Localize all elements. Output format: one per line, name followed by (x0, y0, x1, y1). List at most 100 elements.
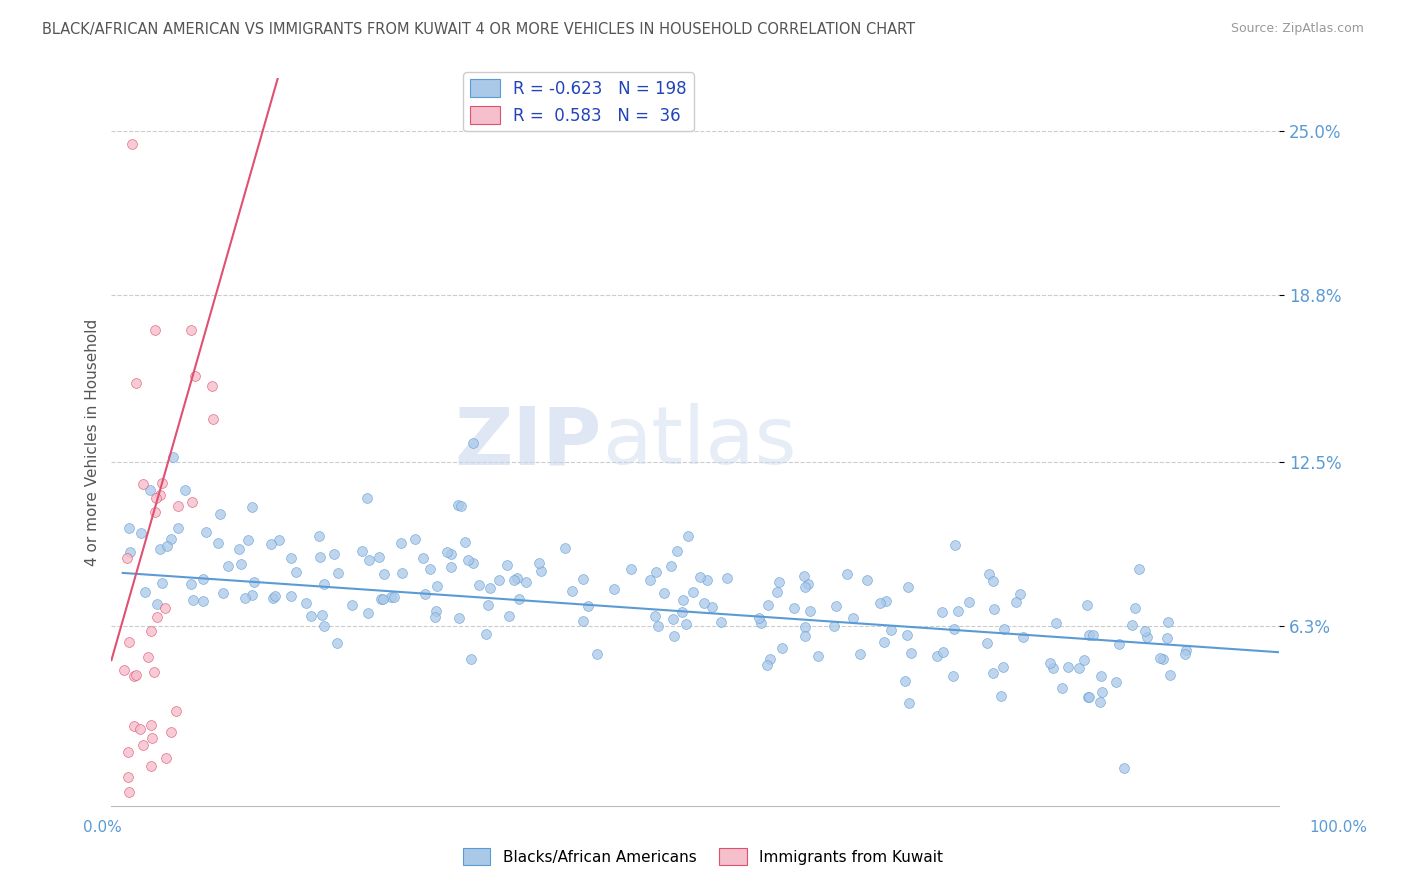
Point (202, 412, 225, 426)
Point (231, 558, 253, 572)
Point (373, 566, 395, 581)
Point (1121, 618, 1143, 632)
Point (149, 541, 172, 556)
Point (1078, 690, 1101, 704)
Y-axis label: 4 or more Vehicles in Household: 4 or more Vehicles in Household (86, 318, 100, 566)
Point (450, 499, 472, 513)
Point (603, 582, 626, 597)
Point (207, 536, 229, 550)
Point (134, 584, 156, 599)
Point (1076, 598, 1098, 612)
Point (1073, 653, 1095, 667)
Point (373, 591, 395, 606)
Point (662, 612, 685, 626)
Point (1105, 674, 1128, 689)
Point (139, 718, 162, 732)
Point (1004, 595, 1026, 609)
Point (382, 591, 405, 605)
Point (129, 525, 152, 540)
Point (128, 722, 150, 736)
Point (165, 704, 187, 718)
Point (849, 647, 872, 661)
Point (793, 569, 815, 583)
Point (1128, 562, 1150, 576)
Point (946, 604, 969, 618)
Point (515, 574, 537, 589)
Point (340, 599, 363, 613)
Point (263, 590, 285, 604)
Point (1159, 668, 1181, 682)
Point (262, 591, 284, 605)
Point (1042, 661, 1064, 675)
Point (508, 591, 530, 606)
Point (267, 533, 290, 548)
Point (1133, 624, 1156, 639)
Point (561, 584, 583, 599)
Point (167, 499, 190, 513)
Point (143, 323, 166, 337)
Point (672, 593, 695, 607)
Point (240, 500, 263, 514)
Point (665, 544, 688, 558)
Point (529, 556, 551, 570)
Point (794, 580, 817, 594)
Point (415, 586, 437, 600)
Point (162, 450, 184, 464)
Point (638, 573, 661, 587)
Point (118, 634, 141, 648)
Point (280, 551, 302, 566)
Point (1057, 660, 1080, 674)
Point (159, 725, 181, 739)
Point (201, 379, 224, 393)
Point (440, 559, 463, 574)
Point (1067, 661, 1090, 675)
Point (652, 586, 675, 600)
Point (181, 495, 204, 509)
Point (389, 536, 412, 550)
Text: 100.0%: 100.0% (1309, 821, 1368, 835)
Point (145, 597, 167, 611)
Point (152, 576, 174, 591)
Point (755, 658, 778, 673)
Point (412, 551, 434, 566)
Point (880, 623, 903, 637)
Point (460, 652, 482, 666)
Point (475, 626, 498, 640)
Point (326, 636, 349, 650)
Point (208, 507, 231, 521)
Point (749, 616, 772, 631)
Point (1123, 601, 1146, 615)
Text: atlas: atlas (602, 403, 796, 481)
Point (503, 573, 526, 587)
Point (1152, 652, 1174, 666)
Point (454, 535, 477, 549)
Point (280, 589, 302, 603)
Point (931, 605, 953, 619)
Point (671, 605, 693, 619)
Point (149, 488, 172, 502)
Point (118, 785, 141, 799)
Point (756, 599, 779, 613)
Point (825, 599, 848, 613)
Point (1078, 628, 1101, 642)
Point (180, 577, 202, 591)
Point (856, 573, 879, 587)
Text: BLACK/AFRICAN AMERICAN VS IMMIGRANTS FROM KUWAIT 4 OR MORE VEHICLES IN HOUSEHOLD: BLACK/AFRICAN AMERICAN VS IMMIGRANTS FRO… (42, 22, 915, 37)
Point (212, 586, 235, 600)
Point (419, 562, 441, 576)
Point (142, 665, 165, 679)
Point (120, 544, 142, 558)
Point (990, 689, 1012, 703)
Point (181, 593, 204, 607)
Point (141, 731, 163, 745)
Point (1045, 616, 1067, 631)
Point (1149, 651, 1171, 665)
Point (391, 566, 413, 581)
Point (572, 614, 595, 628)
Point (942, 669, 965, 683)
Point (367, 550, 389, 565)
Point (160, 532, 183, 546)
Point (423, 610, 446, 624)
Point (498, 609, 520, 624)
Point (676, 529, 699, 543)
